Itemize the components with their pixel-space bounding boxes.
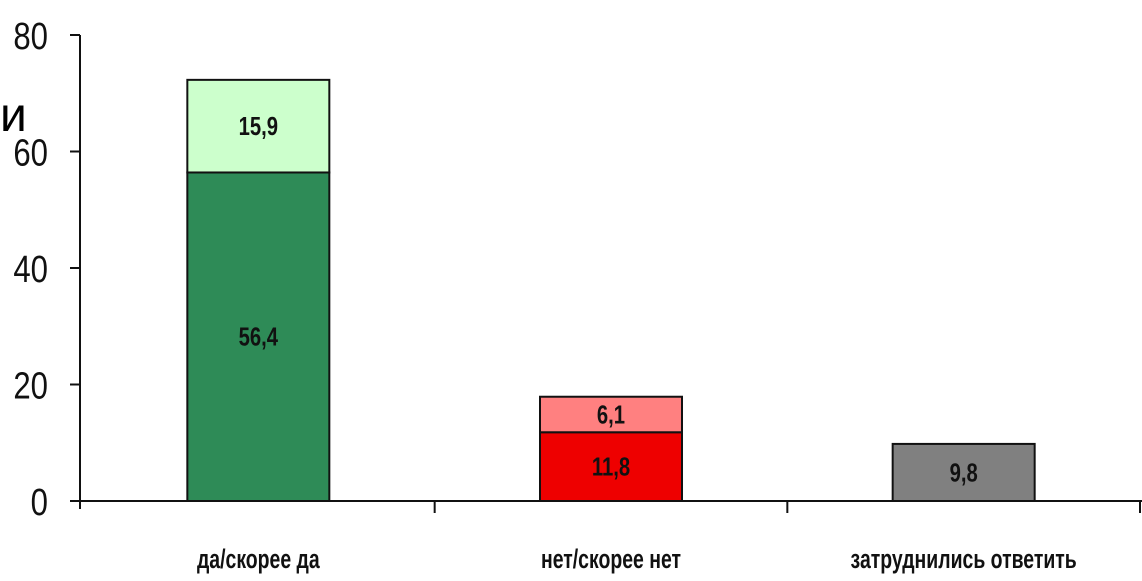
- bar-segment: [539, 395, 683, 434]
- y-tick-label: 60: [13, 133, 48, 175]
- bar-segment: [186, 171, 331, 502]
- bars-group: [186, 78, 1036, 503]
- bar-segment: [186, 78, 331, 174]
- bar-segment: [539, 431, 683, 503]
- data-label: 56,4: [239, 322, 278, 351]
- category-label: да/скорее да: [197, 544, 320, 574]
- y-tick-label: 20: [13, 366, 48, 408]
- category-label: нет/скорее нет: [541, 544, 681, 574]
- y-tick-label: 0: [31, 482, 48, 524]
- data-labels-group: 56,4 15,9 11,8 6,1 9,8: [239, 112, 978, 487]
- data-label: 9,8: [950, 458, 978, 487]
- axes-group: да/скорее да нет/скорее нет затруднились о…: [13, 16, 1142, 574]
- data-label: 11,8: [592, 452, 630, 481]
- y-tick-label: 40: [13, 249, 48, 291]
- stray-letter: и: [0, 89, 27, 142]
- y-tick-label: 80: [13, 16, 48, 58]
- category-label: затруднились ответить: [851, 544, 1077, 574]
- data-label: 6,1: [597, 400, 625, 429]
- data-label: 15,9: [239, 112, 278, 141]
